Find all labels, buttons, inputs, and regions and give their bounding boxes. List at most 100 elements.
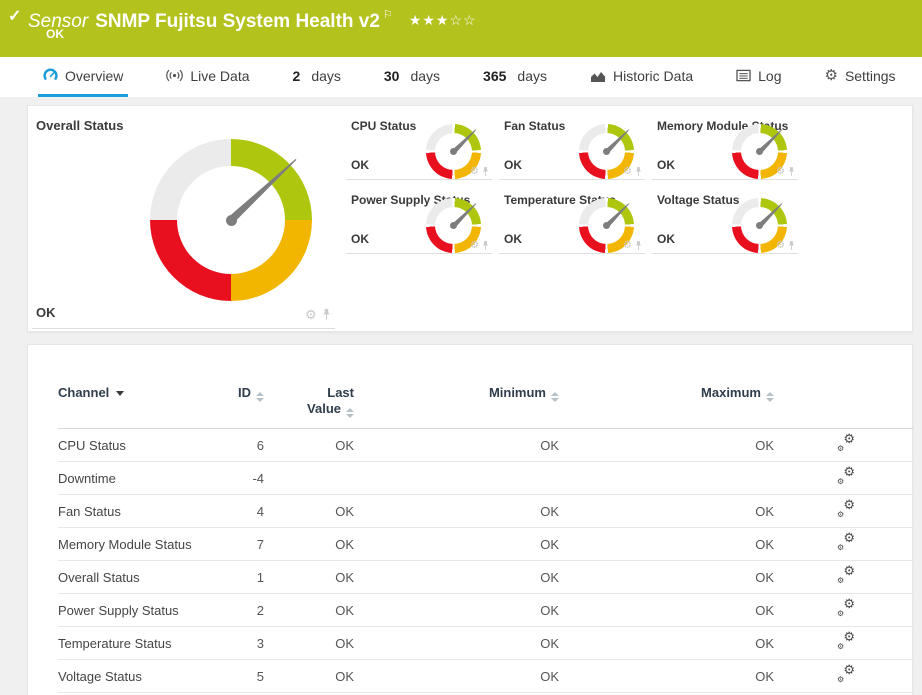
- log-list-icon: [736, 69, 751, 82]
- gear-icon[interactable]: ⚙: [470, 166, 479, 177]
- gauge-title: Voltage Status: [657, 193, 740, 207]
- channel-name[interactable]: Temperature Status: [58, 626, 218, 660]
- channel-settings-gears-icon[interactable]: ⚙ ⚙: [837, 563, 855, 585]
- channel-settings-gears-icon[interactable]: ⚙ ⚙: [837, 629, 855, 651]
- gauge-needle-cap: [756, 148, 763, 155]
- column-header-minimum[interactable]: Minimum: [358, 381, 563, 429]
- channel-name[interactable]: Memory Module Status: [58, 527, 218, 561]
- gauge-value: OK: [351, 232, 369, 246]
- channel-settings-gears-icon[interactable]: ⚙ ⚙: [837, 530, 855, 552]
- gauge-value: OK: [351, 158, 369, 172]
- gear-icon[interactable]: ⚙: [623, 166, 632, 177]
- sort-icon: [256, 392, 264, 402]
- channels-table-panel: Channel ID Last Value Minimum Maximum: [27, 344, 914, 695]
- channel-last-value: OK: [268, 494, 358, 528]
- channel-settings-gears-icon[interactable]: ⚙ ⚙: [837, 662, 855, 684]
- channel-maximum: [563, 461, 778, 495]
- voltage-status-gauge: [732, 198, 787, 253]
- pin-icon[interactable]: [482, 166, 489, 177]
- channel-last-value: OK: [268, 560, 358, 594]
- channel-settings-gears-icon[interactable]: ⚙ ⚙: [837, 431, 855, 453]
- channel-id: 5: [218, 659, 268, 693]
- column-header-actions: [778, 381, 914, 429]
- channel-last-value: OK: [268, 527, 358, 561]
- pin-icon[interactable]: [635, 240, 642, 251]
- gauge-needle-cap: [450, 148, 457, 155]
- pin-icon[interactable]: [788, 166, 795, 177]
- gear-icon[interactable]: ⚙: [776, 240, 785, 251]
- table-row: Voltage Status 5 OK OK OK ⚙ ⚙: [58, 659, 914, 693]
- table-row: Memory Module Status 7 OK OK OK ⚙ ⚙: [58, 527, 914, 561]
- channel-settings-gears-icon[interactable]: ⚙ ⚙: [837, 464, 855, 486]
- channel-name[interactable]: Voltage Status: [58, 659, 218, 693]
- gear-icon[interactable]: ⚙: [623, 240, 632, 251]
- gauge-needle-cap: [756, 222, 763, 229]
- pin-icon[interactable]: [482, 240, 489, 251]
- channel-minimum: OK: [358, 428, 563, 462]
- gear-icon[interactable]: ⚙: [776, 166, 785, 177]
- tab-log[interactable]: Log: [731, 57, 786, 97]
- sensor-status-badge: OK: [46, 27, 64, 41]
- tab-live-data[interactable]: Live Data: [161, 57, 254, 97]
- column-header-channel[interactable]: Channel: [58, 381, 218, 429]
- gauge-icon: [43, 68, 58, 80]
- gauge-title: Fan Status: [504, 119, 566, 133]
- tab-number: 365: [483, 67, 507, 84]
- tab-historic-data[interactable]: Historic Data: [585, 57, 698, 97]
- tab-number: 30: [383, 67, 400, 84]
- gauges-panel: Overall Status OK ⚙ CPU Status: [27, 105, 913, 332]
- gauge-value: OK: [504, 232, 522, 246]
- column-header-maximum[interactable]: Maximum: [563, 381, 778, 429]
- channels-table: Channel ID Last Value Minimum Maximum: [58, 381, 914, 693]
- channel-last-value: [268, 461, 358, 495]
- live-signal-icon: [166, 69, 184, 82]
- channel-name[interactable]: CPU Status: [58, 428, 218, 462]
- tab-settings[interactable]: ⚙ Settings: [819, 57, 900, 97]
- channel-id: 4: [218, 494, 268, 528]
- pin-icon[interactable]: [635, 166, 642, 177]
- channel-settings-gears-icon[interactable]: ⚙ ⚙: [837, 596, 855, 618]
- channel-id: 3: [218, 626, 268, 660]
- gauge-card-actions: ⚙: [776, 240, 795, 251]
- tab-365-days[interactable]: 365 days: [478, 57, 552, 97]
- channel-name[interactable]: Power Supply Status: [58, 593, 218, 627]
- table-row: Fan Status 4 OK OK OK ⚙ ⚙: [58, 494, 914, 528]
- tab-bar: Overview Live Data 2 days 30 days 365 da…: [0, 57, 922, 97]
- channel-id: 2: [218, 593, 268, 627]
- gear-icon[interactable]: ⚙: [470, 240, 479, 251]
- channel-minimum: [358, 461, 563, 495]
- channel-maximum: OK: [563, 527, 778, 561]
- channel-name[interactable]: Overall Status: [58, 560, 218, 594]
- pin-icon[interactable]: [322, 309, 331, 321]
- cpu-status-gauge: [426, 124, 481, 179]
- channel-minimum: OK: [358, 593, 563, 627]
- sensor-header: ✓ Sensor SNMP Fujitsu System Health v2 ⚐ ★★…: [0, 0, 922, 57]
- area-chart-icon: [590, 71, 605, 82]
- priority-flag-icon[interactable]: ⚐: [382, 9, 393, 21]
- channel-last-value: OK: [268, 593, 358, 627]
- channel-last-value: OK: [268, 659, 358, 693]
- tab-overview[interactable]: Overview: [38, 57, 129, 97]
- priority-stars[interactable]: ★★★☆☆: [408, 12, 477, 28]
- column-header-last-value[interactable]: Last Value: [268, 381, 358, 429]
- gear-icon[interactable]: ⚙: [305, 307, 317, 322]
- tab-30-days[interactable]: 30 days: [379, 57, 445, 97]
- tab-label: days: [410, 67, 441, 84]
- gauge-value: OK: [657, 158, 675, 172]
- gauge-card-actions: ⚙: [776, 166, 795, 177]
- overall-status-gauge: [150, 139, 312, 301]
- channel-settings-gears-icon[interactable]: ⚙ ⚙: [837, 497, 855, 519]
- gauge-card-actions: ⚙: [623, 240, 642, 251]
- channel-name[interactable]: Fan Status: [58, 494, 218, 528]
- table-row: CPU Status 6 OK OK OK ⚙ ⚙: [58, 428, 914, 462]
- channel-maximum: OK: [563, 560, 778, 594]
- pin-icon[interactable]: [788, 240, 795, 251]
- column-header-id[interactable]: ID: [218, 381, 268, 429]
- gauge-card-actions: ⚙: [623, 166, 642, 177]
- fan-status-gauge-card: Fan Status OK ⚙: [499, 114, 645, 180]
- tab-label: Overview: [65, 67, 124, 84]
- channel-name[interactable]: Downtime: [58, 461, 218, 495]
- memory-module-status-gauge: [732, 124, 787, 179]
- tab-2-days[interactable]: 2 days: [288, 57, 346, 97]
